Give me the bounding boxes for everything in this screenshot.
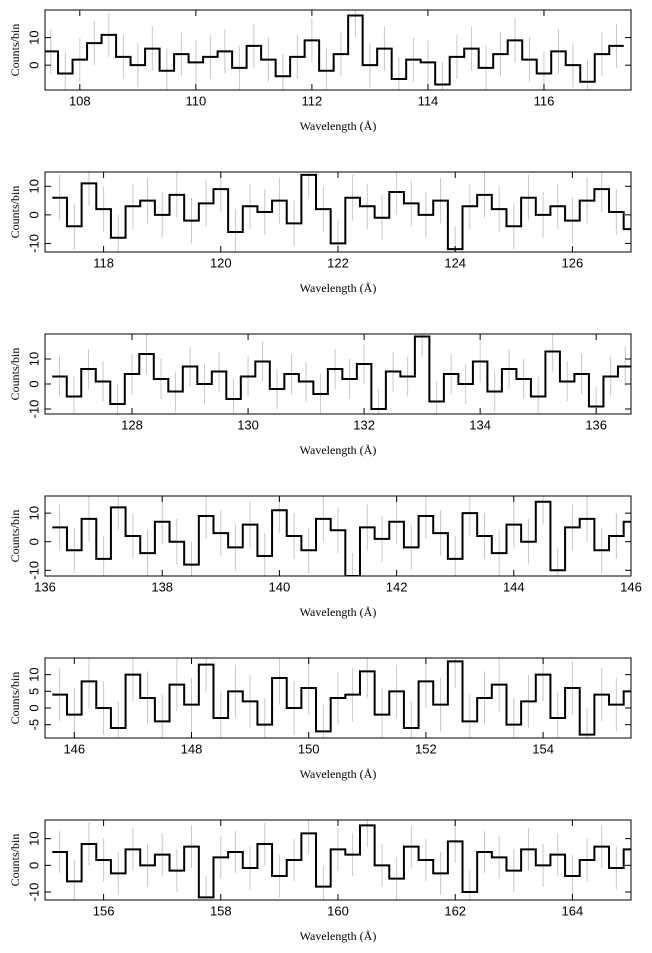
x-tick-label: 146 (63, 741, 85, 756)
y-tick-label: -10 (26, 883, 41, 902)
plot-area (52, 820, 631, 900)
x-axis-label: Wavelength (Å) (300, 929, 377, 943)
step-line (45, 14, 624, 86)
plot-frame (44, 333, 632, 415)
y-tick-label: -10 (26, 400, 41, 419)
y-tick-label: 0 (26, 211, 41, 218)
x-tick-label: 132 (353, 417, 375, 432)
y-tick-label: -10 (26, 561, 41, 580)
x-tick-label: 150 (298, 741, 320, 756)
y-tick-label: 0 (26, 862, 41, 869)
x-tick-label: 114 (418, 93, 439, 108)
y-tick-label: -10 (26, 234, 41, 253)
x-tick-label: 140 (269, 579, 291, 594)
x-tick-label: 126 (562, 255, 584, 270)
y-axis-label: Counts/bin (8, 510, 22, 563)
y-tick-label: 0 (26, 380, 41, 387)
x-tick-label: 116 (534, 93, 555, 108)
x-tick-label: 156 (93, 903, 115, 918)
x-axis-label: Wavelength (Å) (300, 281, 377, 295)
y-tick-label: -5 (26, 719, 41, 731)
x-tick-label: 146 (620, 579, 642, 594)
x-tick-label: 148 (181, 741, 203, 756)
x-tick-label: 162 (444, 903, 466, 918)
x-axis-label: Wavelength (Å) (300, 119, 377, 133)
x-tick-label: 160 (327, 903, 349, 918)
x-tick-label: 108 (69, 93, 91, 108)
x-axis-label: Wavelength (Å) (300, 767, 377, 781)
step-line (52, 660, 631, 736)
x-tick-label: 154 (532, 741, 554, 756)
x-axis-label: Wavelength (Å) (300, 443, 377, 457)
step-line (52, 500, 631, 576)
y-axis-label: Counts/bin (8, 672, 22, 725)
y-tick-label: 0 (26, 62, 41, 69)
y-tick-label: 0 (26, 704, 41, 711)
plot-area (45, 10, 624, 90)
y-axis-label: Counts/bin (8, 24, 22, 77)
plot-area (52, 334, 631, 414)
y-tick-label: 10 (26, 30, 41, 44)
y-axis-label: Counts/bin (8, 348, 22, 401)
panel: 146 148 150 152 154 -5 0 5 10 Wavelength (Å) Count… (8, 657, 632, 781)
x-tick-label: 158 (210, 903, 232, 918)
y-axis-label: Counts/bin (8, 186, 22, 239)
panel: 118 120 122 124 126 -10 0 10 Wavelength (Å) Count… (8, 171, 632, 295)
plot-area (52, 658, 631, 738)
plot-frame (44, 657, 632, 739)
x-tick-label: 124 (444, 255, 466, 270)
plot-frame (44, 495, 632, 577)
y-tick-label: 10 (26, 506, 41, 520)
y-tick-label: 10 (26, 179, 41, 193)
x-tick-label: 136 (34, 579, 56, 594)
x-tick-label: 120 (210, 255, 232, 270)
x-tick-label: 130 (237, 417, 259, 432)
plot-area (52, 172, 631, 252)
panel: 128 130 132 134 136 -10 0 10 Wavelength (Å) Count… (8, 333, 632, 457)
x-tick-label: 142 (386, 579, 408, 594)
step-line (52, 335, 631, 410)
panel: 108 110 112 114 116 0 10 Wavelength (Å) Counts/b… (8, 9, 632, 133)
y-axis-label: Counts/bin (8, 834, 22, 887)
x-axis-label: Wavelength (Å) (300, 605, 377, 619)
y-tick-label: 10 (26, 352, 41, 366)
step-line (52, 173, 631, 251)
x-tick-label: 136 (585, 417, 607, 432)
x-tick-label: 110 (185, 93, 206, 108)
y-tick-label: 10 (26, 831, 41, 845)
panel: 156 158 160 162 164 -10 0 10 Wavelength (Å) Count… (8, 819, 632, 943)
step-line (52, 824, 631, 899)
y-tick-label: 5 (26, 688, 41, 695)
x-tick-label: 144 (503, 579, 525, 594)
plot-frame (44, 9, 632, 91)
x-tick-label: 152 (415, 741, 437, 756)
plot-area (52, 496, 631, 576)
y-tick-label: 10 (26, 667, 41, 681)
x-tick-label: 122 (327, 255, 349, 270)
x-tick-label: 134 (469, 417, 491, 432)
x-tick-label: 128 (121, 417, 143, 432)
x-tick-label: 112 (302, 93, 323, 108)
y-tick-label: 0 (26, 538, 41, 545)
panel: 136 138 140 142 144 146 -10 0 10 Wavelength (Å) Co… (8, 495, 642, 619)
x-tick-label: 164 (562, 903, 584, 918)
x-tick-label: 138 (151, 579, 173, 594)
x-tick-label: 118 (93, 255, 114, 270)
